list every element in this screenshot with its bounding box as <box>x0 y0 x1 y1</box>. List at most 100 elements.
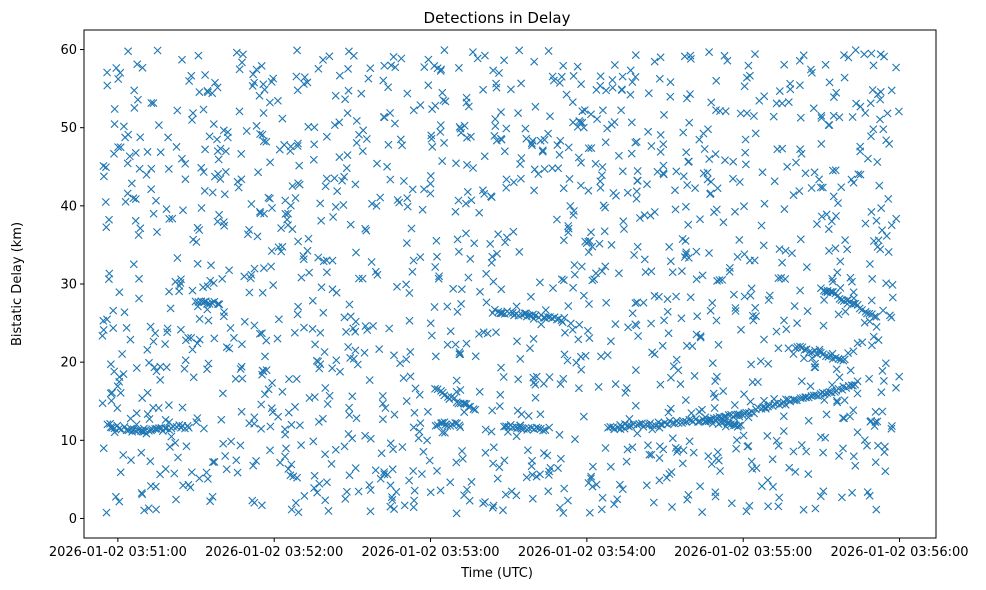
detection-point <box>780 60 789 69</box>
detection-point <box>581 351 590 360</box>
detection-point <box>420 63 429 72</box>
detection-point <box>393 282 401 291</box>
detection-point <box>366 507 375 516</box>
detection-point <box>299 80 308 88</box>
detection-point <box>262 137 271 146</box>
detection-point <box>790 302 799 311</box>
detection-point <box>193 339 202 348</box>
detection-point <box>566 319 575 328</box>
detection-point <box>872 312 881 321</box>
detection-point <box>664 329 673 338</box>
detection-point <box>639 298 648 307</box>
detection-point <box>570 261 579 269</box>
detection-point <box>239 50 247 59</box>
detection-point <box>537 320 546 329</box>
detection-point <box>631 51 640 60</box>
detection-point <box>598 493 607 502</box>
detection-point <box>601 138 610 147</box>
detection-point <box>260 390 269 399</box>
detection-point <box>390 410 399 419</box>
detection-point <box>385 324 394 333</box>
detection-point <box>582 239 591 248</box>
detection-point <box>321 384 330 392</box>
detection-point <box>803 307 812 316</box>
detection-point <box>665 242 674 251</box>
detection-point <box>449 284 458 293</box>
detection-point <box>499 373 508 381</box>
detection-point <box>352 248 360 257</box>
detection-point <box>721 107 730 116</box>
detection-point <box>869 61 878 70</box>
detection-point <box>102 508 111 517</box>
detection-point <box>399 177 408 185</box>
detection-point <box>380 468 389 477</box>
detection-point <box>500 456 509 465</box>
detection-point <box>134 426 143 435</box>
detection-point <box>491 115 500 123</box>
detection-point <box>775 400 784 409</box>
detection-point <box>536 410 545 419</box>
detection-point <box>377 449 386 458</box>
detection-point <box>532 372 541 381</box>
detection-point <box>795 56 804 65</box>
detection-point <box>872 322 881 331</box>
detection-point <box>138 394 147 403</box>
detection-point <box>760 92 769 101</box>
detection-point <box>832 365 841 374</box>
detection-point <box>796 145 805 154</box>
detection-point <box>851 380 860 389</box>
detection-point <box>837 183 846 192</box>
detection-point <box>659 169 668 178</box>
detection-point <box>259 137 268 146</box>
detection-point <box>115 497 124 506</box>
detection-point <box>611 320 620 329</box>
detection-point <box>685 118 694 127</box>
detection-point <box>340 172 349 181</box>
detection-point <box>597 171 606 180</box>
detection-point <box>666 92 675 101</box>
detection-point <box>863 154 872 163</box>
detection-point <box>455 122 464 131</box>
detection-point <box>880 52 889 61</box>
detection-point <box>161 424 170 433</box>
detection-point <box>796 286 805 295</box>
detection-point <box>487 193 496 202</box>
detection-point <box>564 302 573 310</box>
detection-point <box>110 149 118 158</box>
detection-point <box>617 106 626 115</box>
detection-point <box>172 495 180 504</box>
detection-point <box>497 134 505 143</box>
detection-point <box>469 164 478 172</box>
detection-point <box>662 473 671 482</box>
detection-point <box>290 328 299 337</box>
detection-point <box>867 296 876 305</box>
detection-point <box>135 294 143 303</box>
detection-point <box>330 121 339 130</box>
y-tick-label: 40 <box>60 199 77 214</box>
detection-point <box>631 138 640 147</box>
detection-point <box>322 174 331 183</box>
detection-point <box>797 441 806 449</box>
detection-point <box>464 102 473 111</box>
detection-point <box>103 315 111 324</box>
detection-point <box>122 323 131 332</box>
detection-point <box>804 470 813 479</box>
detection-point <box>428 142 437 151</box>
detection-point <box>548 72 557 81</box>
detection-point <box>693 312 702 321</box>
detection-point <box>173 254 182 262</box>
detection-point <box>763 431 772 440</box>
detection-point <box>462 229 470 238</box>
detection-point <box>213 135 221 144</box>
detection-point <box>577 80 586 89</box>
detection-point <box>819 321 828 330</box>
detection-point <box>894 107 903 116</box>
detection-point <box>710 404 719 412</box>
detection-point <box>340 313 349 322</box>
detection-point <box>237 149 246 158</box>
detection-point <box>280 452 289 461</box>
detection-point <box>268 204 276 212</box>
detection-point <box>409 256 418 265</box>
detection-point <box>101 198 110 206</box>
detection-point <box>487 427 496 436</box>
